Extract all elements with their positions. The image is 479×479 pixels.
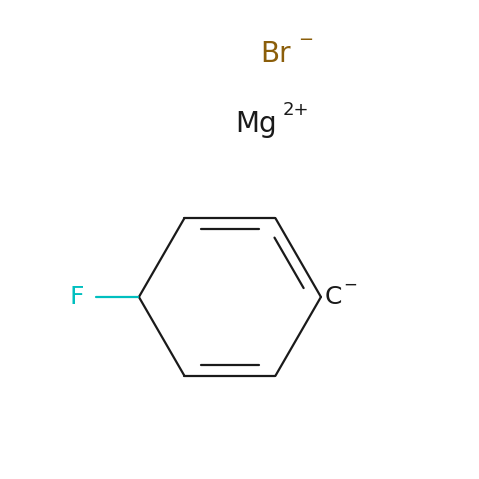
- Text: Br: Br: [260, 40, 291, 68]
- Text: −: −: [298, 31, 313, 49]
- Text: Mg: Mg: [235, 110, 277, 138]
- Text: F: F: [69, 285, 84, 309]
- Text: 2+: 2+: [283, 101, 309, 119]
- Text: −: −: [343, 276, 357, 294]
- Text: C: C: [325, 285, 342, 309]
